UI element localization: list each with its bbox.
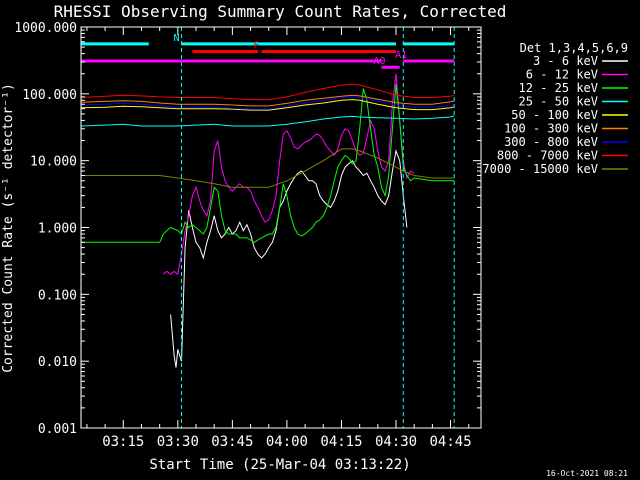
- legend-title: Det 1,3,4,5,6,9: [520, 41, 628, 55]
- x-tick-label: 04:45: [429, 434, 471, 450]
- legend-entry: 25 - 50 keV: [519, 95, 598, 109]
- legend-entry: 6 - 12 keV: [526, 68, 598, 82]
- y-axis-label: Corrected Count Rate (s⁻¹ detector⁻¹): [1, 83, 16, 373]
- y-tick-label: 0.001: [38, 422, 77, 437]
- legend-entry: 800 - 7000 keV: [497, 149, 598, 163]
- footer-timestamp: 16-Oct-2021 08:21: [546, 469, 628, 478]
- series-line-8: [81, 148, 455, 188]
- flag-label: A1: [395, 50, 407, 61]
- y-tick-label: 1000.000: [14, 21, 77, 36]
- series-line-3: [81, 115, 455, 127]
- x-tick-label: 03:45: [211, 434, 253, 450]
- flag-label: A0: [373, 56, 385, 67]
- y-tick-label: 100.000: [22, 88, 77, 103]
- series-line-6: [81, 96, 455, 110]
- y-tick-label: 10.000: [30, 155, 77, 170]
- series-line-1: [162, 73, 415, 276]
- series-line-0: [170, 149, 408, 368]
- y-tick-label: 1.000: [38, 222, 77, 237]
- x-tick-label: 04:15: [320, 434, 362, 450]
- series-line-4: [81, 99, 455, 111]
- x-tick-label: 03:30: [157, 434, 199, 450]
- x-axis-label: Start Time (25-Mar-04 03:13:22): [149, 457, 410, 473]
- legend-entry: 3 - 6 keV: [533, 54, 598, 68]
- axis-layer: 1000.000 100.000 10.000 1.000 0.100 0.010 0.00…: [14, 21, 482, 450]
- series-line-7: [81, 83, 455, 101]
- legend-entry: 50 - 100 keV: [511, 108, 598, 122]
- flag-label: N: [173, 33, 179, 44]
- series-line-5: [81, 94, 455, 107]
- legend-entry: 100 - 300 keV: [504, 122, 598, 136]
- series-layer: [81, 73, 455, 368]
- y-tick-label: 0.010: [38, 355, 77, 370]
- legend-entry: 12 - 25 keV: [519, 81, 598, 95]
- legend-entry: 7000 - 15000 keV: [482, 162, 598, 176]
- x-tick-label: 03:15: [102, 434, 144, 450]
- x-tick-label: 04:00: [266, 434, 308, 450]
- y-tick-label: 0.100: [38, 288, 77, 303]
- chart-title: RHESSI Observing Summary Count Rates, Co…: [54, 2, 507, 21]
- x-tick-label: 04:30: [375, 434, 417, 450]
- legend-entry: 300 - 800 keV: [504, 135, 598, 149]
- series-line-2: [81, 84, 455, 243]
- flag-label: F: [253, 40, 259, 51]
